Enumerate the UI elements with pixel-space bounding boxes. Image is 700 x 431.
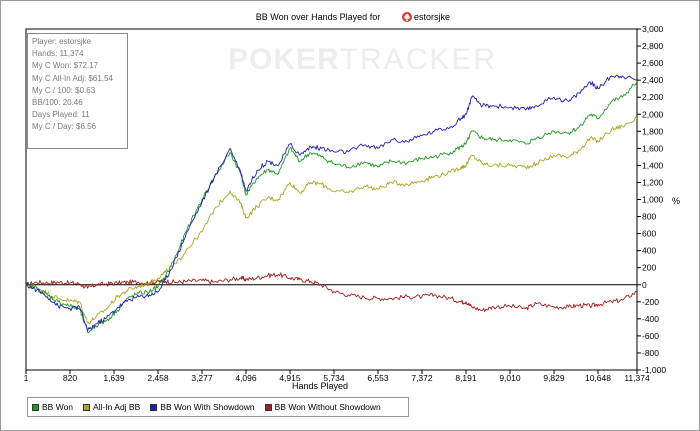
x-tick-label: 9,010	[499, 373, 521, 383]
y-tick-label: 2,400	[642, 75, 664, 85]
series-line-bb-won-with-showdown	[25, 74, 638, 332]
legend-swatch	[83, 403, 91, 411]
y-tick-label: 400	[642, 246, 656, 256]
x-tick-label: 6,553	[367, 373, 389, 383]
legend-label: BB Won	[42, 402, 74, 412]
x-tick-label: 5,734	[323, 373, 345, 383]
series-line-bb-won	[25, 81, 638, 334]
y-tick-label: -400	[642, 314, 659, 324]
y-axis-title: %	[672, 196, 680, 206]
y-tick-label: -600	[642, 331, 659, 341]
stat-days-played: Days Played: 11	[32, 110, 90, 120]
legend-item-without-showdown[interactable]: BB Won Without Showdown	[264, 402, 381, 412]
y-tick-label: 1,600	[642, 143, 664, 153]
x-tick-label: 4,096	[235, 373, 257, 383]
x-tick-label: 7,372	[411, 373, 433, 383]
stats-box: Player: estorsjke Hands: 11,374 My C Won…	[27, 33, 128, 149]
stat-per-100: My C / 100: $0.63	[32, 85, 96, 95]
stat-allin-adj: My C All-In Adj: $61.54	[32, 73, 113, 83]
y-tick-label: 2,800	[642, 41, 664, 51]
stat-per-day: My C / Day: $6.56	[32, 122, 97, 132]
chart-title-player: estorsjke	[414, 12, 450, 22]
series-line-all-in-adj-bb	[25, 116, 638, 325]
y-tick-label: 800	[642, 212, 656, 222]
legend-label: All-In Adj BB	[93, 402, 141, 412]
series-lines	[25, 74, 638, 334]
y-tick-label: 2,000	[642, 109, 664, 119]
legend-swatch	[264, 403, 272, 411]
x-tick-label: 10,648	[585, 373, 611, 383]
x-axis: 1 820 1,639 2,458 3,277 4,096 4,915 5,734 6,553 7…	[24, 370, 650, 383]
y-tick-label: 600	[642, 229, 656, 239]
legend: BB Won All-In Adj BB BB Won With Showdow…	[27, 397, 409, 417]
x-tick-label: 9,829	[543, 373, 565, 383]
y-tick-label: -1,000	[642, 365, 666, 375]
y-tick-label: 1,400	[642, 160, 664, 170]
y-tick-label: 2,200	[642, 92, 664, 102]
x-tick-label: 8,191	[455, 373, 477, 383]
legend-label: BB Won With Showdown	[160, 402, 255, 412]
y-tick-label: 0	[642, 280, 647, 290]
x-tick-label: 11,374	[624, 373, 650, 383]
legend-label: BB Won Without Showdown	[274, 402, 381, 412]
legend-swatch	[150, 403, 158, 411]
y-tick-label: 2,600	[642, 58, 664, 68]
x-tick-label: 820	[63, 373, 77, 383]
y-tick-label: 1,000	[642, 195, 664, 205]
legend-item-all-in-adj[interactable]: All-In Adj BB	[83, 402, 140, 412]
x-tick-label: 2,458	[147, 373, 169, 383]
legend-swatch	[32, 403, 39, 411]
series-line-bb-won-without-showdown	[25, 272, 638, 313]
y-tick-label: 200	[642, 263, 656, 273]
x-axis-title: Hands Played	[292, 381, 348, 391]
spade-chip-icon	[402, 12, 412, 22]
legend-item-bb-won[interactable]: BB Won	[32, 402, 73, 412]
pokertracker-watermark: POKERTRACKER	[228, 43, 498, 76]
stat-player: Player: estorsjke	[32, 37, 92, 46]
x-tick-label: 1	[24, 373, 29, 383]
y-tick-label: -800	[642, 348, 659, 358]
stat-won: My C Won: $72.17	[32, 61, 99, 71]
y-tick-label: 1,200	[642, 177, 664, 187]
y-axis: 3,000 2,800 2,600 2,400 2,200 2,000 1,800 1,600…	[637, 24, 666, 375]
y-tick-label: 1,800	[642, 126, 664, 136]
x-tick-label: 3,277	[191, 373, 213, 383]
stat-hands: Hands: 11,374	[32, 49, 84, 59]
chart-title: BB Won over Hands Played for	[256, 12, 380, 22]
stat-bb-100: BB/100: 20.46	[32, 98, 83, 108]
y-tick-label: -200	[642, 297, 659, 307]
x-tick-label: 1,639	[103, 373, 125, 383]
x-tick-label: 4,915	[279, 373, 301, 383]
legend-item-with-showdown[interactable]: BB Won With Showdown	[150, 402, 255, 412]
y-tick-label: 3,000	[642, 24, 664, 34]
